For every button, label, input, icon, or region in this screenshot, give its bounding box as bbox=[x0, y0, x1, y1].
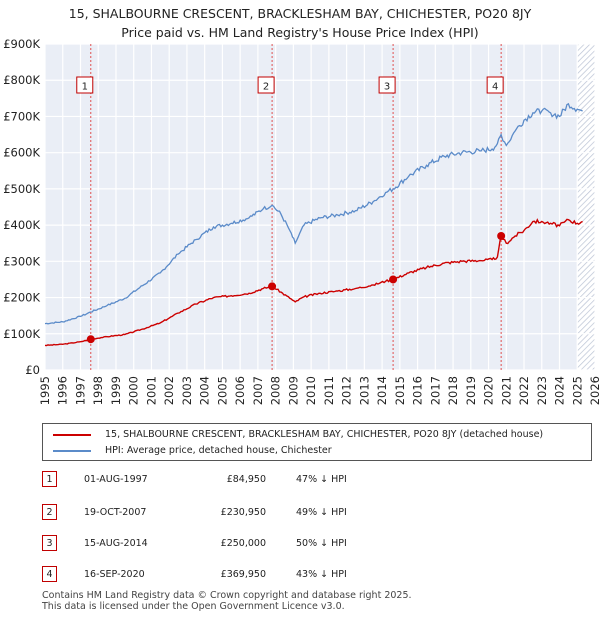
table-row: 4 16-SEP-2020 £369,950 43% ↓ HPI bbox=[42, 565, 442, 585]
y-tick-label: £500K bbox=[3, 182, 40, 196]
sale-number-box bbox=[257, 76, 275, 94]
sale-points bbox=[86, 231, 506, 344]
x-tick-label: 2023 bbox=[535, 376, 549, 405]
y-tick-label: £600K bbox=[3, 146, 40, 160]
x-tick-label: 2004 bbox=[198, 376, 212, 405]
x-tick-label: 2002 bbox=[162, 376, 176, 405]
sale-number-label: 4 bbox=[492, 82, 498, 93]
x-tick-label: 2010 bbox=[304, 376, 318, 405]
x-tick-label: 2000 bbox=[127, 376, 141, 405]
y-tick-label: £800K bbox=[3, 73, 40, 87]
x-tick-label: 2019 bbox=[464, 376, 478, 405]
sale-number-label: 3 bbox=[384, 82, 390, 93]
sale-number-box bbox=[486, 76, 504, 94]
hpi-series-line bbox=[44, 102, 583, 325]
x-tick-label: 2015 bbox=[393, 376, 407, 405]
footer-copyright: Contains HM Land Registry data © Crown c… bbox=[42, 590, 412, 601]
sale-point bbox=[389, 275, 398, 284]
x-tick-label: 2021 bbox=[499, 376, 513, 405]
future-hatch bbox=[577, 44, 595, 370]
footer: Contains HM Land Registry data © Crown c… bbox=[42, 590, 412, 612]
x-tick-label: 1995 bbox=[38, 376, 52, 405]
y-tick-label: £700K bbox=[3, 109, 40, 123]
x-tick-label: 2003 bbox=[180, 376, 194, 405]
x-tick-label: 2026 bbox=[588, 376, 600, 405]
sale-date: 15-AUG-2014 bbox=[84, 538, 148, 549]
sale-number-label: 1 bbox=[82, 82, 88, 93]
sale-hpi-diff: 47% ↓ HPI bbox=[296, 474, 347, 485]
sale-date: 01-AUG-1997 bbox=[84, 474, 148, 485]
sale-point bbox=[497, 231, 506, 240]
x-tick-label: 2006 bbox=[233, 376, 247, 405]
legend-hpi-label: HPI: Average price, detached house, Chic… bbox=[105, 445, 332, 456]
x-tick-label: 2024 bbox=[553, 376, 567, 405]
y-axis-labels: £0 £100K £200K £300K £400K £500K £600K £700K £80… bbox=[3, 37, 40, 377]
x-tick-label: 2014 bbox=[375, 376, 389, 405]
sale-price: £230,950 bbox=[220, 507, 266, 518]
x-tick-label: 2011 bbox=[322, 376, 336, 405]
sale-price: £250,000 bbox=[220, 538, 266, 549]
price-chart: £0 £100K £200K £300K £400K £500K £600K £700K £80… bbox=[3, 37, 600, 405]
x-tick-label: 2017 bbox=[428, 376, 442, 405]
x-tick-label: 2022 bbox=[517, 376, 531, 405]
chart-title: 15, SHALBOURNE CRESCENT, BRACKLESHAM BAY… bbox=[68, 6, 532, 21]
y-tick-label: £300K bbox=[3, 254, 40, 268]
legend-item-hpi: HPI: Average price, detached house, Chic… bbox=[53, 443, 332, 459]
sale-number-badge: 1 bbox=[42, 471, 57, 487]
x-tick-label: 1997 bbox=[73, 376, 87, 405]
legend-item-property: 15, SHALBOURNE CRESCENT, BRACKLESHAM BAY… bbox=[53, 427, 543, 443]
x-axis-labels: 1995 1996 1997 1998 1999 2000 2001 2002 2003 2004… bbox=[38, 376, 600, 405]
x-tick-label: 2016 bbox=[411, 376, 425, 405]
grid-layer bbox=[44, 43, 596, 371]
x-tick-label: 2009 bbox=[286, 376, 300, 405]
sale-hpi-diff: 43% ↓ HPI bbox=[296, 569, 347, 580]
sale-number-badge: 3 bbox=[42, 535, 57, 551]
x-tick-label: 2025 bbox=[570, 376, 584, 405]
y-tick-label: £0 bbox=[25, 363, 40, 377]
footer-licence: This data is licensed under the Open Gov… bbox=[42, 601, 345, 612]
sale-number-label: 2 bbox=[263, 82, 269, 93]
legend-hpi-line bbox=[53, 449, 91, 452]
x-tick-label: 1996 bbox=[56, 376, 70, 405]
sale-number-badge: 4 bbox=[42, 566, 57, 582]
chart-subtitle: Price paid vs. HM Land Registry's House … bbox=[121, 25, 479, 40]
y-tick-label: £400K bbox=[3, 218, 40, 232]
x-tick-label: 2012 bbox=[340, 376, 354, 405]
table-row: 2 19-OCT-2007 £230,950 49% ↓ HPI bbox=[42, 503, 442, 523]
x-tick-label: 2005 bbox=[215, 376, 229, 405]
sale-hpi-diff: 50% ↓ HPI bbox=[296, 538, 347, 549]
legend-property-line bbox=[53, 433, 91, 436]
sale-number-badge: 2 bbox=[42, 504, 57, 520]
x-tick-label: 2007 bbox=[251, 376, 265, 405]
x-tick-label: 2008 bbox=[269, 376, 283, 405]
plot-area bbox=[45, 44, 595, 370]
y-tick-label: £200K bbox=[3, 291, 40, 305]
legend-property-label: 15, SHALBOURNE CRESCENT, BRACKLESHAM BAY… bbox=[105, 429, 544, 440]
sale-point bbox=[86, 335, 95, 344]
sale-date: 19-OCT-2007 bbox=[84, 507, 147, 518]
y-tick-label: £900K bbox=[3, 37, 40, 51]
sale-number-box bbox=[76, 76, 94, 94]
sale-price: £84,950 bbox=[226, 474, 266, 485]
x-tick-label: 1998 bbox=[91, 376, 105, 405]
legend: 15, SHALBOURNE CRESCENT, BRACKLESHAM BAY… bbox=[42, 423, 592, 461]
table-row: 1 01-AUG-1997 £84,950 47% ↓ HPI bbox=[42, 470, 442, 490]
x-tick-label: 2018 bbox=[446, 376, 460, 405]
sale-price: £369,950 bbox=[220, 569, 266, 580]
table-row: 3 15-AUG-2014 £250,000 50% ↓ HPI bbox=[42, 534, 442, 554]
x-tick-label: 1999 bbox=[109, 376, 123, 405]
sale-number-boxes: 1 2 3 4 bbox=[76, 76, 504, 94]
x-tick-label: 2001 bbox=[144, 376, 158, 405]
sale-date: 16-SEP-2020 bbox=[84, 569, 145, 580]
property-series-line bbox=[44, 218, 583, 347]
y-tick-label: £100K bbox=[3, 327, 40, 341]
chart-title-block: 15, SHALBOURNE CRESCENT, BRACKLESHAM BAY… bbox=[0, 4, 600, 42]
sale-point bbox=[268, 282, 277, 291]
series-layer bbox=[44, 102, 583, 347]
sale-number-box bbox=[378, 76, 396, 94]
x-tick-label: 2020 bbox=[482, 376, 496, 405]
sale-hpi-diff: 49% ↓ HPI bbox=[296, 507, 347, 518]
x-tick-label: 2013 bbox=[357, 376, 371, 405]
